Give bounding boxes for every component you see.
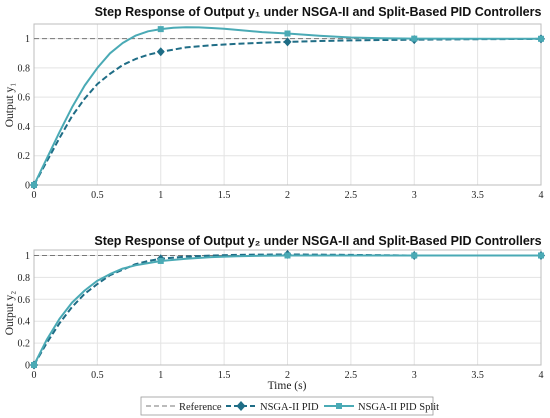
chart-output-y1: Step Response of Output y₁ under NSGA-II… [4, 5, 545, 201]
data-point-nsga-ii-pid-split [411, 35, 418, 42]
x-tick-label: 0 [32, 190, 37, 201]
series-layer-y1 [30, 26, 545, 190]
y-ticks-y2: 0 0.2 0.4 0.6 0.8 1 [18, 251, 31, 372]
legend-box [140, 396, 434, 416]
legend: Reference NSGA-II PID NSGA-II PID Split [140, 396, 439, 416]
x-tick-label: 1 [158, 190, 163, 201]
data-point-nsga-ii-pid-split [538, 252, 544, 259]
y-tick-label: 0.2 [18, 339, 31, 350]
x-tick-label: 3.5 [471, 190, 484, 201]
x-tick-label: 1 [158, 370, 163, 381]
y-ticks-y1: 0 0.2 0.4 0.6 0.8 1 [18, 34, 31, 191]
data-point-nsga-ii-pid-split [538, 35, 544, 42]
chart-title-y1: Step Response of Output y₁ under NSGA-II… [95, 5, 542, 19]
legend-item-nsga-ii-pid-split: NSGA-II PID Split [324, 402, 439, 413]
x-tick-label: 0.5 [91, 190, 104, 201]
x-tick-label: 3 [412, 370, 417, 381]
x-tick-label: 1.5 [218, 190, 231, 201]
x-tick-label: 0.5 [91, 370, 104, 381]
y-axis-label-y2: Output y₂ [4, 291, 16, 336]
x-ticks-y1: 0 0.5 1 1.5 2 2.5 3 3.5 4 [32, 190, 544, 201]
x-tick-label: 2 [285, 370, 290, 381]
x-axis-label-time: Time (s) [268, 380, 307, 392]
series-line-nsga-ii-pid-split [33, 26, 541, 186]
x-tick-label: 2.5 [345, 190, 358, 201]
series-line-nsga-ii-pid-split [33, 254, 541, 366]
data-point-nsga-ii-pid [156, 47, 165, 57]
x-tick-label: 4 [539, 370, 544, 381]
legend-square-marker-icon [336, 403, 342, 409]
y-tick-label: 0.8 [18, 273, 31, 284]
x-tick-label: 0 [32, 370, 37, 381]
x-tick-label: 3 [412, 190, 417, 201]
y-tick-label: 0.4 [18, 317, 31, 328]
x-tick-label: 2.5 [345, 370, 358, 381]
y-tick-label: 1 [25, 251, 30, 262]
legend-diamond-marker-icon [236, 401, 246, 411]
series-layer-y2 [30, 249, 545, 370]
y-tick-label: 0.6 [18, 295, 31, 306]
y-axis-label-y1: Output y₁ [4, 83, 16, 128]
chart-output-y2: Step Response of Output y₂ under NSGA-II… [4, 234, 545, 392]
grid-y1 [33, 24, 542, 186]
y-tick-label: 1 [25, 34, 30, 45]
legend-label-reference: Reference [179, 402, 222, 413]
y-tick-label: 0.6 [18, 93, 31, 104]
y-tick-label: 0.4 [18, 122, 31, 133]
y-tick-label: 0 [25, 181, 30, 192]
data-point-nsga-ii-pid-split [284, 252, 291, 259]
series-line-nsga-ii-pid [33, 37, 542, 186]
grid-y2 [33, 250, 542, 366]
x-tick-label: 4 [539, 190, 544, 201]
legend-label-nsga-ii-pid: NSGA-II PID [260, 402, 319, 413]
x-ticks-y2: 0 0.5 1 1.5 2 2.5 3 3.5 4 [32, 370, 544, 381]
data-point-nsga-ii-pid-split [411, 252, 418, 259]
y-tick-label: 0.8 [18, 63, 31, 74]
x-tick-label: 3.5 [471, 370, 484, 381]
data-point-nsga-ii-pid-split [31, 182, 37, 188]
data-point-nsga-ii-pid-split [157, 26, 164, 33]
legend-item-nsga-ii-pid: NSGA-II PID [226, 401, 319, 413]
x-tick-label: 1.5 [218, 370, 231, 381]
legend-label-nsga-ii-pid-split: NSGA-II PID Split [358, 402, 439, 413]
data-point-nsga-ii-pid [283, 37, 292, 47]
chart-title-y2: Step Response of Output y₂ under NSGA-II… [94, 234, 541, 248]
y-tick-label: 0.2 [18, 151, 31, 162]
legend-item-reference: Reference [146, 402, 222, 413]
data-point-nsga-ii-pid-split [157, 257, 164, 264]
plot-frame-y1 [33, 23, 542, 186]
x-tick-label: 2 [285, 190, 290, 201]
data-point-nsga-ii-pid-split [284, 30, 291, 37]
y-tick-label: 0 [25, 361, 30, 372]
data-point-nsga-ii-pid-split [31, 362, 37, 368]
